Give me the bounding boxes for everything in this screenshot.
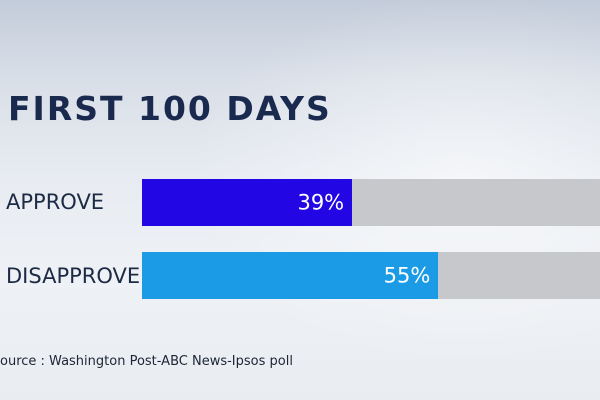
source-note: ource : Washington Post-ABC News-Ipsos p… [0, 354, 293, 369]
bar-track-disapprove: 55% [142, 252, 600, 299]
bar-disapprove: 55% [142, 252, 439, 299]
chart-title: FIRST 100 DAYS [8, 89, 332, 128]
bar-approve: 39% [142, 179, 353, 226]
category-label-disapprove: DISAPPROVE [6, 264, 141, 288]
value-label-approve: 39% [297, 190, 345, 214]
bar-track-approve: 39% [142, 179, 600, 226]
category-label-approve: APPROVE [6, 190, 105, 214]
value-label-disapprove: 55% [383, 263, 431, 287]
